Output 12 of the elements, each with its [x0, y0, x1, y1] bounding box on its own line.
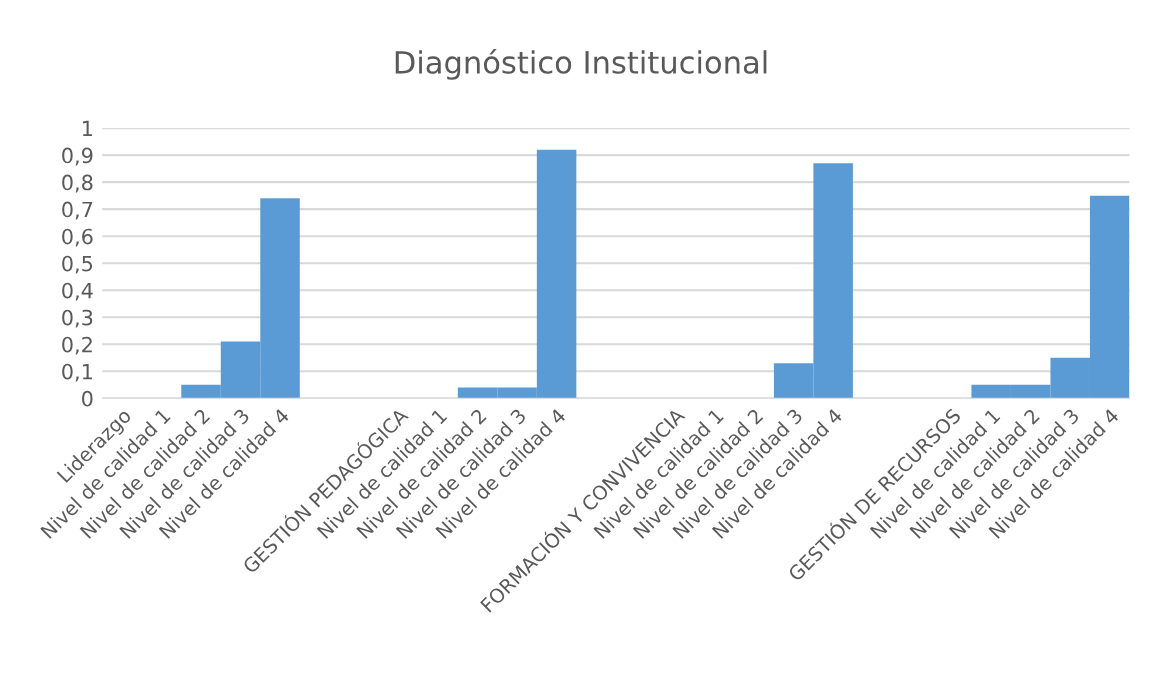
y-tick-label: 0,7: [62, 201, 93, 220]
chart-title: Diagnóstico Institucional: [395, 49, 767, 80]
y-tick-label: 0,9: [62, 147, 93, 166]
y-tick-label: 0,3: [62, 309, 93, 328]
y-tick-label: 0,5: [62, 255, 93, 274]
y-tick-label: 0,6: [62, 228, 93, 247]
y-tick-label: 0,8: [62, 174, 93, 193]
y-tick-label: 0,1: [62, 363, 92, 382]
y-tick-label: 1: [82, 120, 92, 137]
y-tick-label: 0,4: [62, 282, 93, 301]
y-tick-label: 0: [82, 390, 93, 407]
y-tick-label: 0,2: [62, 336, 92, 355]
